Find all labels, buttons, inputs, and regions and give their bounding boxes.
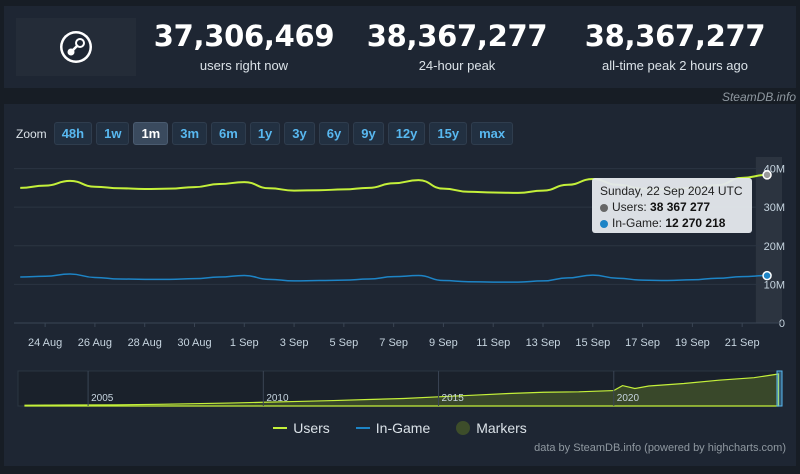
x-tick-label: 15 Sep (575, 337, 610, 349)
x-tick-label: 1 Sep (230, 337, 259, 349)
zoom-1y-button[interactable]: 1y (249, 122, 281, 145)
stats-bar: 37,306,469 users right now 38,367,277 24… (4, 6, 796, 88)
zoom-6y-button[interactable]: 6y (318, 122, 350, 145)
zoom-1m-button[interactable]: 1m (133, 122, 169, 145)
tooltip-users-label: Users: (612, 200, 647, 214)
chart-legend: Users In-Game Markers (0, 420, 800, 436)
x-tick-label: 26 Aug (78, 337, 112, 349)
zoom-bar: Zoom 48h 1w 1m 3m 6m 1y 3y 6y 9y 12y 15y… (16, 122, 514, 145)
x-tick-label: 7 Sep (379, 337, 408, 349)
x-tick-label: 21 Sep (725, 337, 760, 349)
y-tick-label: 30M (764, 202, 785, 214)
stat-24h-peak: 38,367,277 24-hour peak (357, 20, 557, 73)
tooltip-ingame-value: 12 270 218 (665, 216, 726, 230)
legend-item-ingame[interactable]: In-Game (355, 420, 431, 436)
y-tick-label: 10M (764, 279, 785, 291)
legend-item-users[interactable]: Users (273, 420, 330, 436)
x-tick-label: 13 Sep (526, 337, 561, 349)
navigator-year-label: 2005 (91, 393, 114, 404)
steam-icon (60, 31, 92, 63)
stat-current-label: users right now (199, 58, 289, 73)
stat-current: 37,306,469 users right now (144, 20, 344, 73)
steamdb-credit[interactable]: SteamDB.info (721, 90, 796, 104)
stat-24h-peak-value: 38,367,277 (366, 19, 548, 53)
x-tick-label: 5 Sep (329, 337, 358, 349)
y-tick-label: 0 (779, 318, 785, 330)
x-tick-label: 24 Aug (28, 337, 62, 349)
tooltip-ingame-dot (600, 219, 608, 228)
ingame-hover-marker (762, 270, 772, 281)
zoom-1w-button[interactable]: 1w (96, 122, 130, 145)
stat-alltime-peak-label: all-time peak 2 hours ago (602, 58, 748, 73)
zoom-9y-button[interactable]: 9y (353, 122, 384, 145)
x-tick-label: 19 Sep (675, 337, 710, 349)
x-tick-label: 3 Sep (280, 337, 309, 349)
navigator-year-label: 2010 (266, 393, 289, 404)
y-tick-label: 20M (764, 241, 785, 253)
x-tick-label: 11 Sep (476, 337, 510, 349)
stat-alltime-peak: 38,367,277 all-time peak 2 hours ago (575, 20, 775, 73)
navigator-range-handle (776, 370, 783, 407)
highcharts-credit[interactable]: data by SteamDB.info (powered by highcha… (534, 442, 786, 454)
tooltip-ingame-row: In-Game: 12 270 218 (600, 215, 744, 231)
x-tick-label: 9 Sep (429, 337, 458, 349)
zoom-12y-button[interactable]: 12y (387, 122, 426, 145)
legend-markers-label: Markers (476, 420, 527, 436)
zoom-label: Zoom (16, 126, 47, 141)
tooltip-users-row: Users: 38 367 277 (600, 199, 744, 215)
x-tick-label: 17 Sep (625, 337, 660, 349)
x-tick-label: 30 Aug (177, 337, 211, 349)
zoom-max-button[interactable]: max (471, 122, 514, 145)
legend-ingame-label: In-Game (375, 420, 431, 436)
tooltip-users-dot (600, 203, 608, 212)
tooltip-title: Sunday, 22 Sep 2024 UTC (600, 184, 743, 198)
ingame-series-line (20, 273, 768, 283)
legend-ingame-swatch (355, 427, 370, 429)
chart-tooltip: Sunday, 22 Sep 2024 UTC Users: 38 367 27… (592, 178, 752, 233)
x-tick-label: 28 Aug (128, 337, 162, 349)
zoom-3m-button[interactable]: 3m (172, 122, 208, 145)
stat-alltime-peak-value: 38,367,277 (584, 19, 766, 53)
tooltip-ingame-label: In-Game: (612, 216, 663, 230)
legend-item-markers[interactable]: Markers (456, 420, 527, 436)
tooltip-users-value: 38 367 277 (650, 200, 711, 214)
zoom-3y-button[interactable]: 3y (284, 122, 315, 145)
navigator-year-label: 2020 (617, 393, 640, 404)
legend-users-swatch (273, 427, 288, 429)
hover-band (755, 157, 782, 323)
navigator-area (24, 373, 780, 407)
navigator-year-label: 2015 (442, 393, 465, 404)
steam-logo[interactable] (16, 18, 136, 76)
zoom-48h-button[interactable]: 48h (53, 122, 93, 145)
stat-24h-peak-label: 24-hour peak (418, 58, 496, 73)
legend-markers-swatch (456, 421, 471, 435)
zoom-6m-button[interactable]: 6m (211, 122, 246, 145)
legend-users-label: Users (293, 420, 330, 436)
stat-current-value: 37,306,469 (153, 19, 335, 53)
zoom-15y-button[interactable]: 15y (429, 122, 468, 145)
users-hover-marker (762, 170, 772, 180)
